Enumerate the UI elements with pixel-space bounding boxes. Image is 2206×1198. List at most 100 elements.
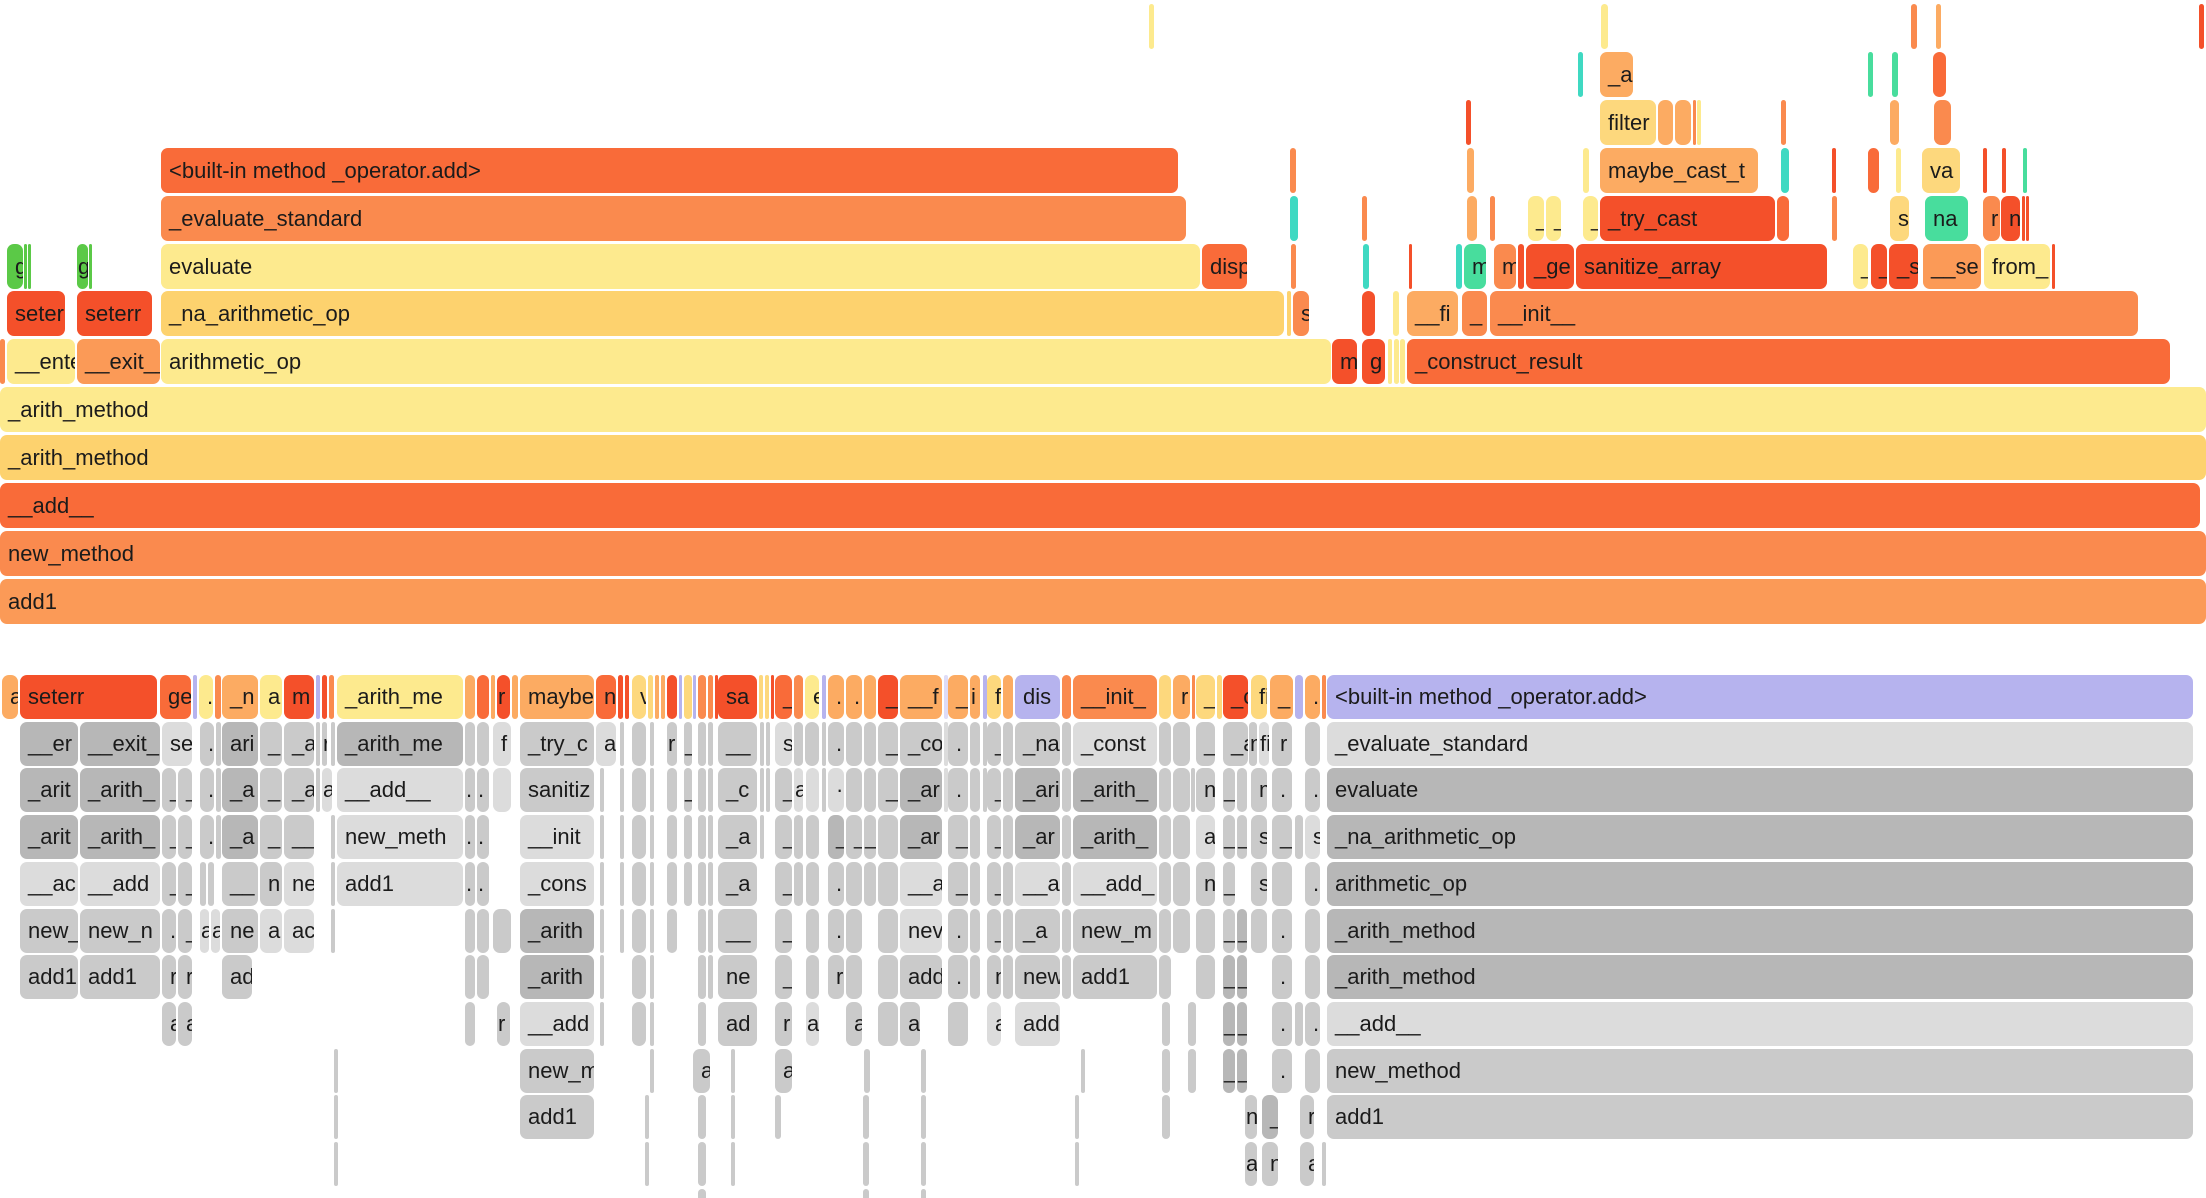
frame-bar[interactable]	[731, 1048, 735, 1093]
frame-bar[interactable]: disp	[1202, 243, 1247, 289]
frame-bar[interactable]: a	[900, 1001, 920, 1046]
frame-bar[interactable]	[216, 815, 221, 860]
frame-bar[interactable]	[620, 908, 624, 953]
frame-bar[interactable]: .	[1272, 1001, 1292, 1046]
frame-bar[interactable]: r	[1983, 195, 2000, 241]
frame-bar[interactable]: .	[1305, 861, 1320, 906]
frame-bar[interactable]	[2002, 147, 2006, 193]
frame-bar[interactable]	[1217, 675, 1222, 719]
frame-bar[interactable]: _	[260, 815, 282, 860]
frame-bar[interactable]	[921, 1095, 926, 1140]
frame-bar[interactable]: new	[1015, 955, 1060, 1000]
frame-bar[interactable]: <built-in method _operator.add>	[161, 147, 1178, 193]
frame-bar[interactable]	[1159, 768, 1171, 813]
frame-bar[interactable]	[1159, 955, 1171, 1000]
frame-bar[interactable]	[698, 768, 706, 813]
frame-bar[interactable]: new_meth	[337, 815, 463, 860]
frame-bar[interactable]: _try_c	[520, 721, 594, 766]
frame-bar[interactable]: __a	[1015, 861, 1060, 906]
frame-bar[interactable]: f	[987, 675, 1001, 719]
frame-bar[interactable]: _	[684, 768, 692, 813]
frame-bar[interactable]	[1272, 861, 1292, 906]
frame-bar[interactable]: n	[260, 861, 282, 906]
frame-bar[interactable]: .	[465, 815, 475, 860]
frame-bar[interactable]: fi	[1251, 675, 1267, 719]
frame-bar[interactable]: _a	[1015, 908, 1060, 953]
frame-bar[interactable]	[1675, 99, 1691, 145]
frame-bar[interactable]	[1388, 339, 1392, 385]
frame-bar[interactable]: _arith_	[80, 768, 160, 813]
frame-bar[interactable]	[1196, 955, 1215, 1000]
frame-bar[interactable]: add	[1015, 1001, 1060, 1046]
frame-bar[interactable]	[200, 861, 206, 906]
frame-bar[interactable]	[1305, 908, 1320, 953]
frame-bar[interactable]	[465, 955, 475, 1000]
frame-bar[interactable]	[846, 768, 862, 813]
frame-bar[interactable]	[28, 243, 31, 289]
frame-bar[interactable]	[620, 721, 624, 766]
frame-bar[interactable]: .	[465, 861, 475, 906]
frame-bar[interactable]: __	[222, 861, 258, 906]
frame-bar[interactable]: r	[828, 955, 844, 1000]
frame-bar[interactable]	[794, 675, 803, 719]
frame-bar[interactable]	[1601, 4, 1608, 49]
frame-bar[interactable]	[983, 768, 987, 813]
frame-bar[interactable]: .	[200, 815, 214, 860]
frame-bar[interactable]: n	[596, 675, 616, 719]
frame-bar[interactable]	[1933, 51, 1946, 97]
frame-bar[interactable]: _	[1853, 243, 1868, 289]
frame-bar[interactable]: arithmetic_op	[1327, 861, 2193, 906]
frame-bar[interactable]: a	[693, 1048, 710, 1093]
frame-bar[interactable]: _arit	[20, 815, 78, 860]
frame-bar[interactable]	[1003, 675, 1013, 719]
frame-bar[interactable]	[1518, 243, 1524, 289]
frame-bar[interactable]: __init_	[1073, 675, 1157, 719]
frame-bar[interactable]	[1305, 1048, 1320, 1093]
frame-bar[interactable]: _	[846, 815, 862, 860]
frame-bar[interactable]	[661, 675, 665, 719]
frame-bar[interactable]	[846, 861, 862, 906]
frame-bar[interactable]	[698, 815, 706, 860]
frame-bar[interactable]	[493, 768, 511, 813]
frame-bar[interactable]	[1290, 147, 1296, 193]
frame-bar[interactable]	[1890, 99, 1899, 145]
frame-bar[interactable]: sanitiz	[520, 768, 594, 813]
frame-bar[interactable]: _	[1223, 768, 1235, 813]
frame-bar[interactable]	[2026, 195, 2029, 241]
frame-bar[interactable]: a	[987, 1001, 1001, 1046]
frame-bar[interactable]	[1159, 908, 1171, 953]
frame-bar[interactable]: _evaluate_standard	[1327, 721, 2193, 766]
frame-bar[interactable]	[334, 1095, 338, 1140]
frame-bar[interactable]: ge	[160, 675, 191, 719]
frame-bar[interactable]: _arith_method	[1327, 908, 2193, 953]
frame-bar[interactable]	[316, 675, 320, 719]
frame-bar[interactable]	[794, 721, 803, 766]
frame-bar[interactable]	[1287, 291, 1291, 337]
frame-bar[interactable]	[493, 908, 511, 953]
frame-bar[interactable]: _	[178, 815, 192, 860]
frame-bar[interactable]	[806, 768, 819, 813]
frame-bar[interactable]: _	[1237, 815, 1247, 860]
frame-bar[interactable]: evaluate	[161, 243, 1200, 289]
frame-bar[interactable]	[948, 1001, 968, 1046]
frame-bar[interactable]	[465, 721, 475, 766]
frame-bar[interactable]	[491, 675, 495, 719]
frame-bar[interactable]: _a	[1600, 51, 1633, 97]
frame-bar[interactable]: .	[828, 721, 844, 766]
frame-bar[interactable]	[600, 1001, 604, 1046]
frame-bar[interactable]: _arith_me	[337, 721, 463, 766]
frame-bar[interactable]	[684, 861, 692, 906]
frame-bar[interactable]: a	[162, 1001, 176, 1046]
frame-bar[interactable]: __fi	[1407, 291, 1458, 337]
frame-bar[interactable]: s	[1251, 861, 1267, 906]
frame-bar[interactable]	[698, 1095, 706, 1140]
frame-bar[interactable]	[1291, 243, 1296, 289]
frame-bar[interactable]: _	[1196, 721, 1215, 766]
frame-bar[interactable]	[1173, 908, 1190, 953]
frame-bar[interactable]: ne	[284, 861, 314, 906]
frame-bar[interactable]: _a	[718, 815, 757, 860]
frame-bar[interactable]	[846, 721, 862, 766]
frame-bar[interactable]	[1159, 675, 1171, 719]
frame-bar[interactable]: _	[987, 861, 1001, 906]
frame-bar[interactable]	[794, 861, 803, 906]
